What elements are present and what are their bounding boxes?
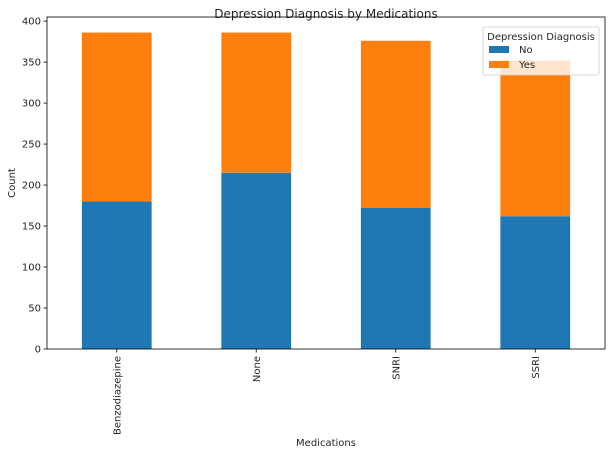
plot-frame: [46, 16, 606, 350]
bar-benzodiazepine-yes: [81, 32, 152, 202]
y-tick-label: 300: [22, 99, 41, 110]
legend-swatch-no: [489, 46, 509, 53]
bar-ssri-no: [500, 216, 571, 349]
x-axis-label: Medications: [296, 438, 356, 449]
bar-snri-yes: [360, 40, 431, 209]
chart-title: Depression Diagnosis by Medications: [214, 7, 437, 21]
legend-frame: [482, 26, 600, 76]
y-tick-label: 200: [22, 181, 41, 192]
bar-benzodiazepine-no: [81, 201, 152, 349]
bars-group: [81, 32, 571, 349]
legend-label-yes: Yes: [518, 60, 535, 71]
y-axis: 0 50 100 150 200 250 300 350 400: [22, 17, 47, 356]
y-tick-label: 350: [22, 58, 41, 69]
y-axis-label: Count: [7, 168, 18, 198]
y-tick-label: 100: [22, 263, 41, 274]
x-axis: Benzodiazepine None SNRI SSRI: [112, 349, 542, 435]
legend: Depression Diagnosis No Yes: [482, 26, 600, 76]
x-tick-label-benzodiazepine: Benzodiazepine: [112, 356, 123, 435]
y-tick-label: 150: [22, 222, 41, 233]
bar-none-no: [221, 172, 292, 349]
x-tick-label-snri: SNRI: [391, 356, 402, 380]
bar-none-yes: [221, 32, 292, 173]
bar-snri-no: [360, 208, 431, 349]
x-tick-label-ssri: SSRI: [531, 356, 542, 379]
legend-label-no: No: [519, 45, 533, 56]
x-tick-label-none: None: [252, 356, 263, 382]
y-tick-label: 400: [22, 17, 41, 28]
legend-title: Depression Diagnosis: [487, 32, 595, 43]
legend-swatch-yes: [489, 61, 509, 68]
bar-ssri-yes: [500, 60, 571, 217]
y-tick-label: 50: [28, 304, 41, 315]
y-tick-label: 0: [35, 345, 41, 356]
y-tick-label: 250: [22, 140, 41, 151]
